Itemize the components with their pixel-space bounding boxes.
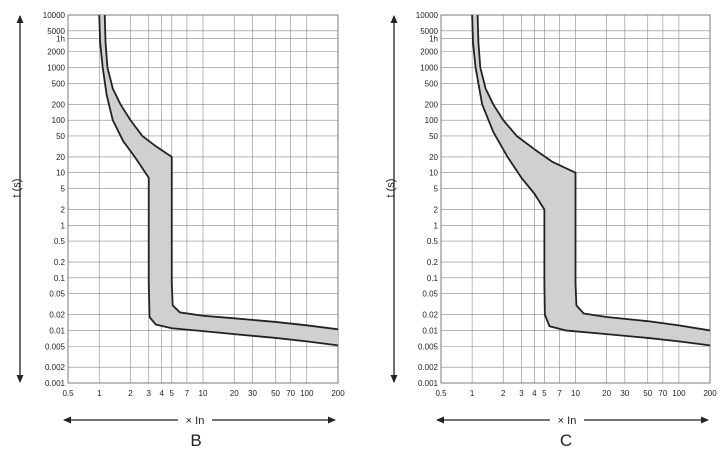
x-tick-label: 100 bbox=[300, 389, 314, 398]
y-tick-label: 2000 bbox=[420, 48, 438, 57]
y-tick-label: 0.01 bbox=[422, 326, 438, 335]
y-tick-label: 1h bbox=[429, 34, 438, 43]
x-tick-label: 4 bbox=[532, 389, 537, 398]
y-tick-label: 2000 bbox=[47, 48, 65, 57]
y-tick-label: 10 bbox=[56, 169, 65, 178]
panel-label-c: C bbox=[560, 431, 572, 449]
chart-panel-b: 1000050001h200010005002001005020105210.5… bbox=[11, 11, 345, 449]
y-tick-label: 0.001 bbox=[418, 379, 439, 388]
plot-frame bbox=[67, 14, 339, 384]
band-upper-line-c bbox=[476, 14, 711, 332]
y-tick-label: 20 bbox=[429, 153, 438, 162]
y-tick-label: 500 bbox=[52, 79, 66, 88]
y-tick-label: 0.5 bbox=[427, 237, 439, 246]
x-tick-label: 70 bbox=[286, 389, 295, 398]
x-tick-labels-c: 0.5 1 2 3 4 5 7 10 20 30 50 70 100 200 bbox=[435, 389, 717, 398]
y-tick-label: 0.05 bbox=[422, 290, 438, 299]
y-axis-label-b: t (s) bbox=[11, 179, 23, 198]
y-tick-label: 2 bbox=[61, 205, 66, 214]
y-tick-label: 100 bbox=[425, 116, 439, 125]
y-tick-label: 200 bbox=[425, 100, 439, 109]
y-tick-label: 0.001 bbox=[45, 379, 66, 388]
plot-frame bbox=[440, 14, 711, 384]
x-tick-label: 200 bbox=[703, 389, 717, 398]
y-tick-label: 1000 bbox=[420, 64, 438, 73]
x-tick-label: 20 bbox=[602, 389, 611, 398]
y-tick-label: 10 bbox=[429, 169, 438, 178]
y-tick-label: 0.2 bbox=[54, 258, 66, 267]
x-tick-label: 0.5 bbox=[62, 389, 74, 398]
y-tick-label: 50 bbox=[429, 132, 438, 141]
tripping-band-b bbox=[99, 15, 339, 346]
y-tick-label: 0.002 bbox=[418, 363, 439, 372]
x-tick-label: 3 bbox=[147, 389, 152, 398]
y-tick-label: 0.005 bbox=[418, 342, 439, 351]
y-tick-label: 0.005 bbox=[45, 342, 66, 351]
x-tick-label: 50 bbox=[643, 389, 652, 398]
x-axis-label-c: × In bbox=[558, 415, 577, 427]
band-lower-line-c bbox=[471, 14, 711, 347]
x-tick-label: 5 bbox=[170, 389, 175, 398]
chart-panel-c: 1000050001h200010005002001005020105210.5… bbox=[385, 11, 717, 449]
x-tick-label: 1 bbox=[470, 389, 475, 398]
y-tick-label: 0.2 bbox=[427, 258, 439, 267]
x-tick-label: 5 bbox=[542, 389, 547, 398]
x-tick-label: 200 bbox=[331, 389, 345, 398]
y-tick-label: 20 bbox=[56, 153, 65, 162]
x-tick-label: 50 bbox=[271, 389, 280, 398]
y-tick-label: 5000 bbox=[47, 27, 65, 36]
x-tick-label: 100 bbox=[672, 389, 686, 398]
x-tick-label: 10 bbox=[571, 389, 580, 398]
x-tick-label: 1 bbox=[97, 389, 102, 398]
y-tick-label: 0.05 bbox=[49, 290, 65, 299]
x-axis-label-b: × In bbox=[186, 415, 205, 427]
x-tick-label: 4 bbox=[159, 389, 164, 398]
y-tick-label: 10000 bbox=[416, 11, 439, 20]
x-tick-labels-b: 0.5 1 2 3 4 5 7 10 20 30 50 70 100 200 bbox=[62, 389, 345, 398]
x-tick-label: 30 bbox=[248, 389, 257, 398]
y-tick-label: 5 bbox=[434, 185, 439, 194]
x-tick-label: 70 bbox=[658, 389, 667, 398]
panel-label-b: B bbox=[190, 431, 201, 449]
y-tick-label: 50 bbox=[56, 132, 65, 141]
x-tick-label: 30 bbox=[620, 389, 629, 398]
y-tick-label: 0.01 bbox=[49, 326, 65, 335]
y-tick-label: 0.1 bbox=[54, 274, 66, 283]
y-tick-label: 1h bbox=[56, 34, 65, 43]
x-tick-label: 20 bbox=[230, 389, 239, 398]
y-tick-label: 0.02 bbox=[422, 311, 438, 320]
y-tick-label: 0.02 bbox=[49, 311, 65, 320]
y-tick-label: 1000 bbox=[47, 64, 65, 73]
y-tick-label: 10000 bbox=[43, 11, 66, 20]
y-tick-label: 1 bbox=[434, 221, 439, 230]
y-tick-label: 200 bbox=[52, 100, 66, 109]
y-tick-label: 5000 bbox=[420, 27, 438, 36]
y-tick-label: 500 bbox=[425, 79, 439, 88]
y-tick-label: 0.002 bbox=[45, 363, 66, 372]
x-tick-label: 2 bbox=[501, 389, 506, 398]
x-tick-label: 10 bbox=[199, 389, 208, 398]
y-axis-label-c: t (s) bbox=[385, 179, 397, 198]
x-tick-label: 7 bbox=[185, 389, 190, 398]
y-tick-label: 0.1 bbox=[427, 274, 439, 283]
x-tick-label: 2 bbox=[128, 389, 133, 398]
y-tick-label: 0.5 bbox=[54, 237, 66, 246]
x-tick-label: 3 bbox=[519, 389, 524, 398]
y-tick-label: 100 bbox=[52, 116, 66, 125]
y-tick-label: 5 bbox=[61, 185, 66, 194]
band-lower-line-b bbox=[98, 14, 339, 347]
band-upper-line-b bbox=[103, 14, 339, 331]
y-tick-label: 1 bbox=[61, 221, 66, 230]
tripping-band-c bbox=[472, 15, 710, 346]
x-tick-label: 7 bbox=[557, 389, 562, 398]
y-tick-label: 2 bbox=[434, 205, 439, 214]
x-tick-label: 0.5 bbox=[435, 389, 447, 398]
